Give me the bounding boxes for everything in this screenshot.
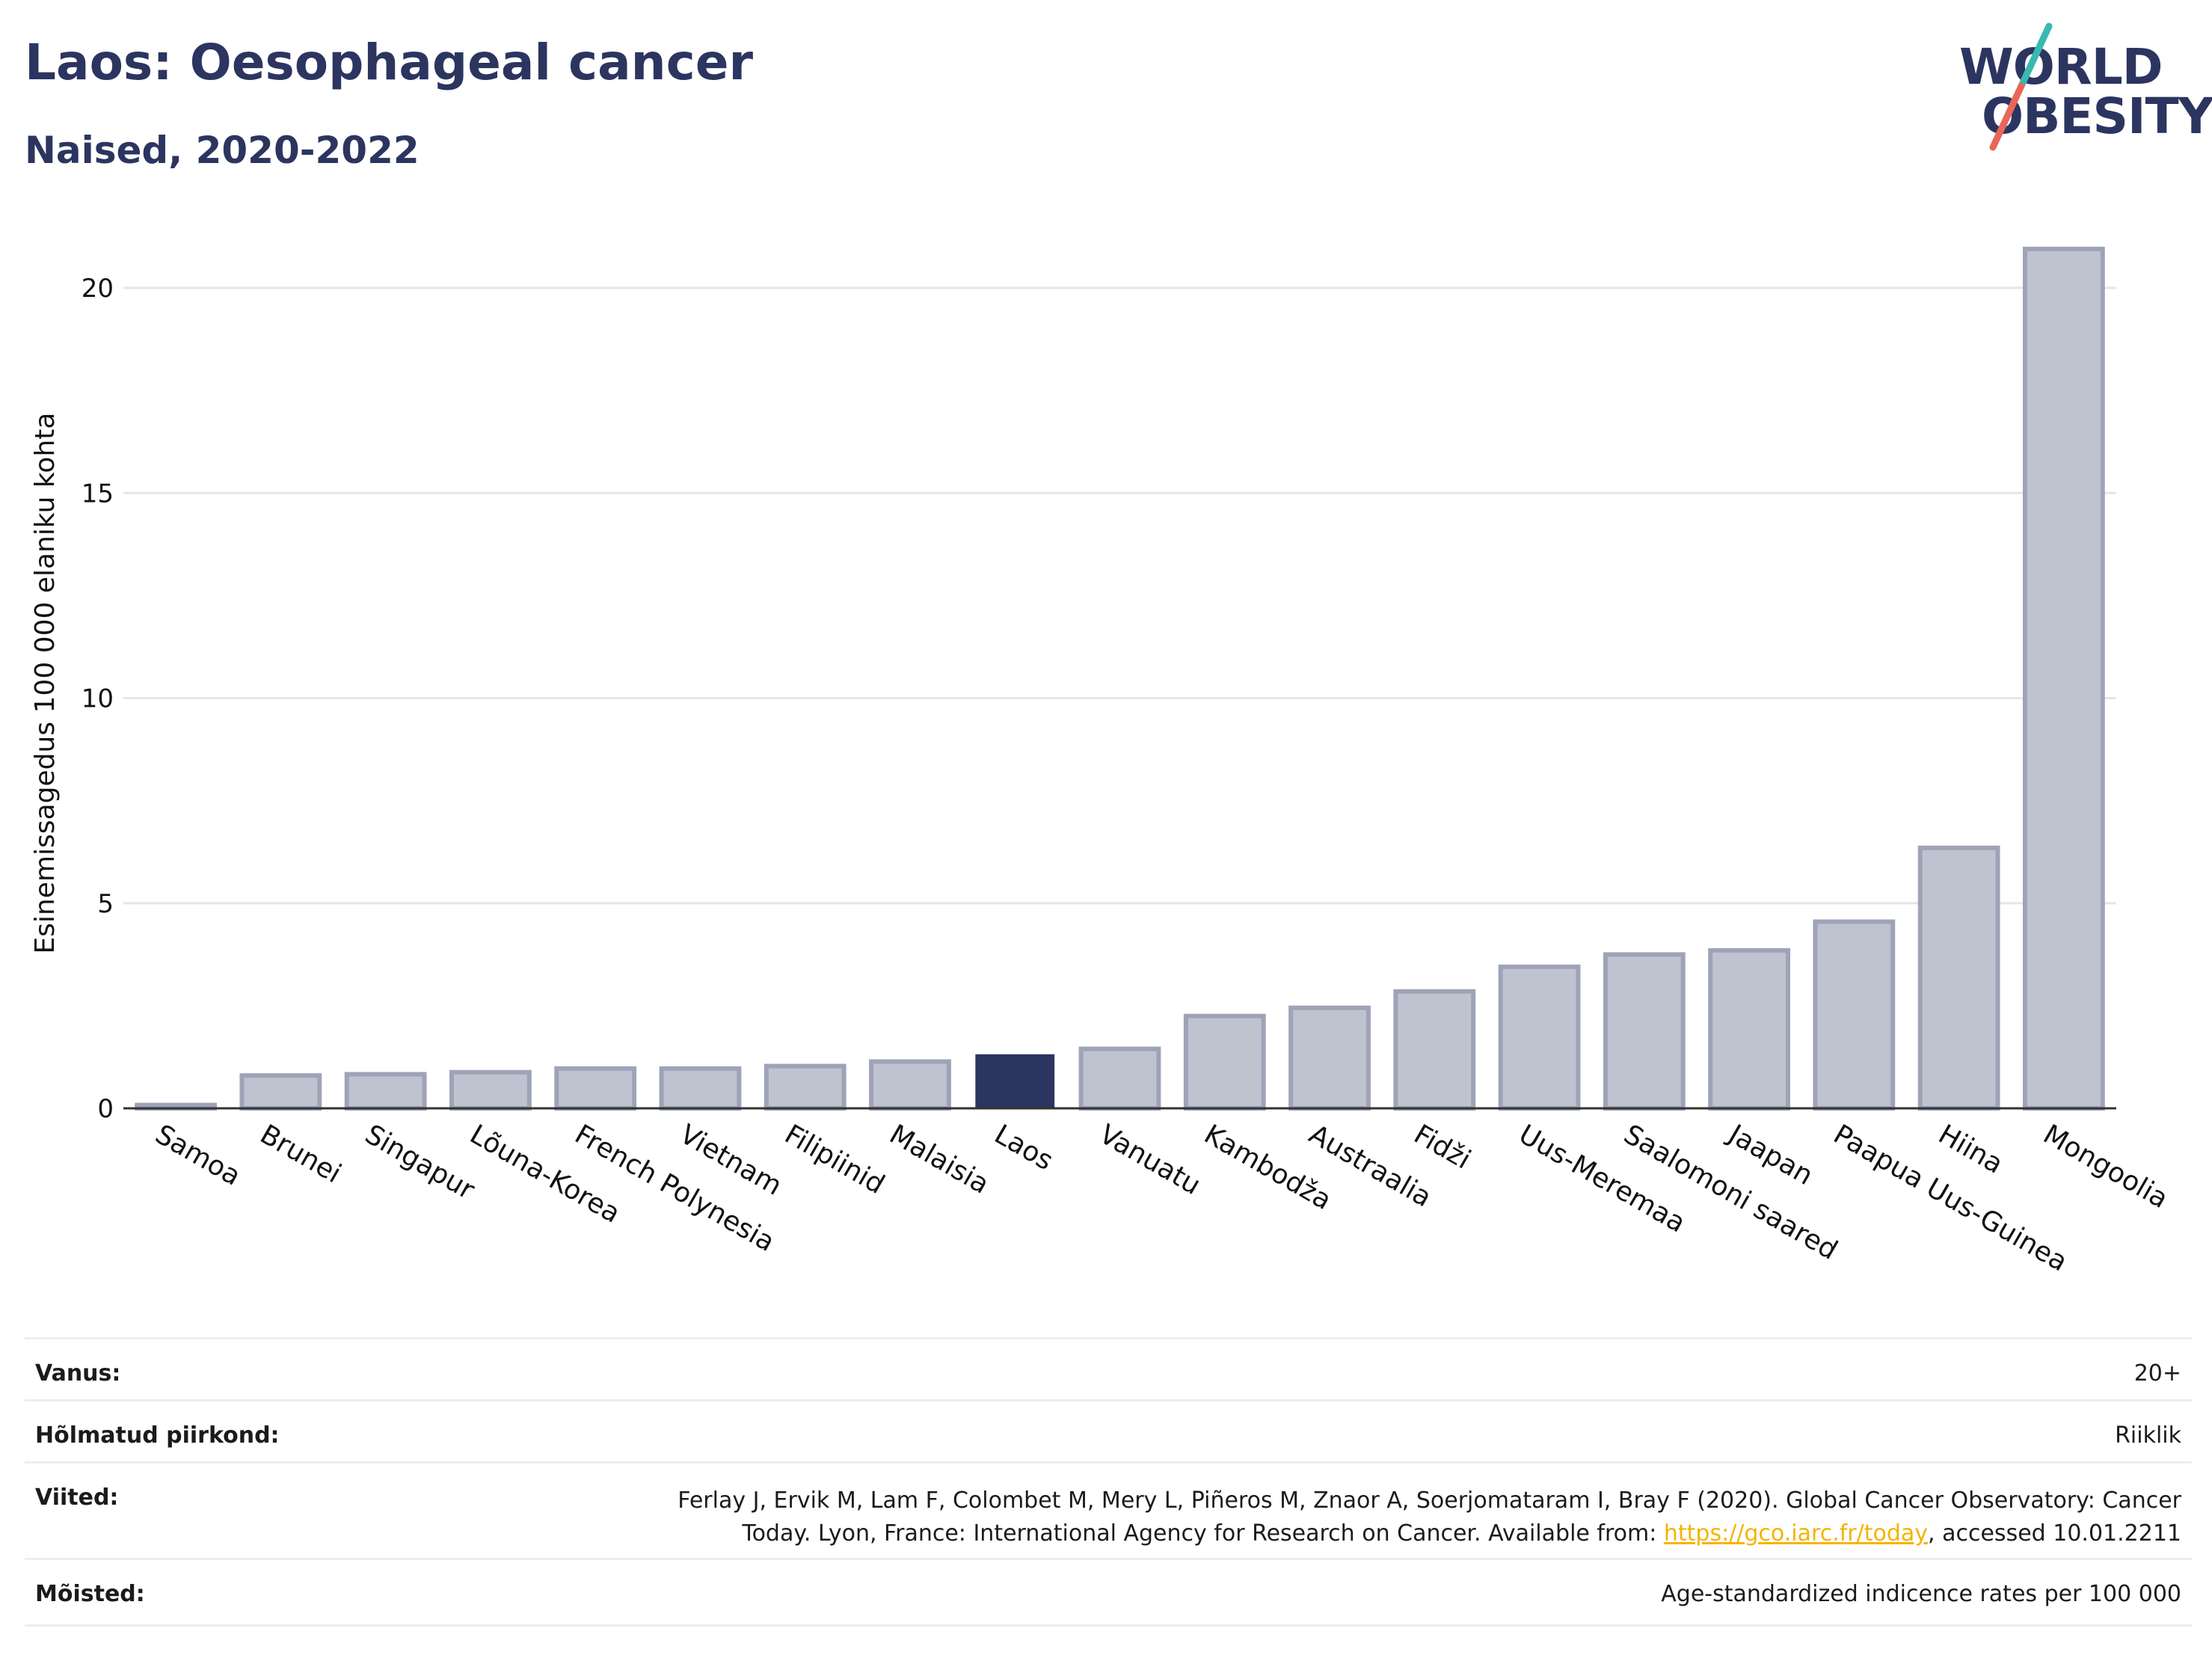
age-value: 20+ (2133, 1360, 2181, 1387)
bar-brunei (239, 1073, 322, 1111)
x-tick-label: Mongoolia (2038, 1119, 2173, 1215)
area-label: Hõlmatud piirkond: (35, 1422, 280, 1449)
y-axis-ticks: 0 5 10 15 20 (82, 274, 114, 1124)
grid-lines (123, 286, 2116, 905)
x-tick-label: Vanuatu (1094, 1119, 1205, 1201)
info-row-references: Viited: Ferlay J, Ervik M, Lam F, Colomb… (25, 1461, 2192, 1558)
bar-filipiinid (764, 1063, 847, 1111)
bar-kambod-a (1183, 1013, 1266, 1111)
age-label: Vanus: (35, 1360, 121, 1387)
bar-austraalia (1288, 1005, 1371, 1111)
definitions-value: Age-standardized indicence rates per 100… (1661, 1581, 2181, 1607)
bars (123, 246, 2116, 1111)
bar-l-una-korea (449, 1069, 532, 1111)
info-row-definitions: Mõisted: Age-standardized indicence rate… (25, 1558, 2192, 1627)
info-table: Vanus: 20+ Hõlmatud piirkond: Riiklik Vi… (25, 1337, 2192, 1627)
bar-malaisia (869, 1059, 951, 1111)
y-tick-label: 5 (97, 889, 114, 919)
references-line-2-end: , accessed 10.01.2211 (1928, 1520, 2181, 1547)
logo-slash-icon (1989, 22, 2053, 151)
definitions-label: Mõisted: (35, 1581, 145, 1607)
y-tick-label: 0 (97, 1094, 114, 1124)
x-tick-label: Fidži (1409, 1119, 1476, 1175)
bar-mongoolia (2022, 246, 2105, 1111)
info-row-age: Vanus: 20+ (25, 1337, 2192, 1399)
references-value: Ferlay J, Ervik M, Lam F, Colombet M, Me… (536, 1484, 2181, 1550)
chart-title: Laos: Oesophageal cancer (25, 34, 754, 91)
y-tick-label: 20 (82, 274, 114, 304)
x-tick-label: Singapur (360, 1119, 479, 1206)
bar-hiina (1917, 845, 2000, 1111)
bar-singapur (344, 1072, 427, 1111)
bar-uus-meremaa (1498, 964, 1581, 1111)
y-tick-label: 15 (82, 479, 114, 509)
bar-saalomoni-saared (1603, 952, 1686, 1111)
area-value: Riiklik (2115, 1422, 2181, 1449)
x-tick-label: Samoa (150, 1119, 246, 1192)
references-line-2: Today. Lyon, France: International Agenc… (536, 1517, 2181, 1550)
logo-text-world: WORLD (1959, 38, 2163, 96)
x-tick-label: Filipiinid (779, 1119, 889, 1200)
y-tick-label: 10 (82, 684, 114, 714)
bar-vietnam (659, 1066, 742, 1111)
references-link[interactable]: https://gco.iarc.fr/today (1663, 1520, 1929, 1547)
x-tick-label: Brunei (255, 1119, 346, 1189)
references-line-2-start: Today. Lyon, France: International Agenc… (742, 1520, 1664, 1547)
bar-laos (975, 1054, 1055, 1109)
y-axis-label: Esinemissagedus 100 000 elaniku kohta (30, 413, 61, 954)
logo-text-obesity: OBESITY (1982, 87, 2212, 145)
x-tick-label: Laos (989, 1119, 1058, 1176)
bar-jaapan (1708, 948, 1790, 1111)
bar-chart: 0 5 10 15 20 Samoa Brunei SingapurLõuna-KoreaF… (30, 246, 2173, 1277)
bar-fid-i (1393, 989, 1476, 1111)
references-line-1: Ferlay J, Ervik M, Lam F, Colombet M, Me… (678, 1487, 2181, 1514)
x-tick-label: Malaisia (884, 1119, 994, 1200)
info-row-area: Hõlmatud piirkond: Riiklik (25, 1399, 2192, 1461)
references-label: Viited: (35, 1484, 119, 1511)
chart-subtitle: Naised, 2020-2022 (25, 129, 420, 172)
bar-french-polynesia (554, 1066, 637, 1111)
x-tick-label: Hiina (1933, 1119, 2008, 1179)
world-obesity-logo: WORLD OBESITY (1956, 19, 2212, 161)
bar-vanuatu (1078, 1046, 1161, 1111)
bar-paapua-uus-guinea (1813, 919, 1896, 1111)
